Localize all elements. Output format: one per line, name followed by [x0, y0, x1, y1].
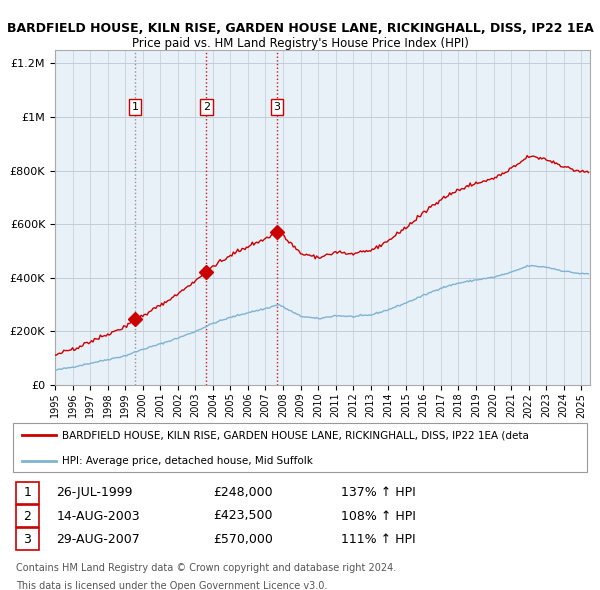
FancyBboxPatch shape: [16, 505, 39, 527]
FancyBboxPatch shape: [16, 528, 39, 550]
FancyBboxPatch shape: [13, 423, 587, 472]
Text: HPI: Average price, detached house, Mid Suffolk: HPI: Average price, detached house, Mid …: [62, 456, 313, 466]
Text: 108% ↑ HPI: 108% ↑ HPI: [341, 510, 415, 523]
Text: 14-AUG-2003: 14-AUG-2003: [56, 510, 140, 523]
Text: 3: 3: [274, 102, 281, 112]
Text: Price paid vs. HM Land Registry's House Price Index (HPI): Price paid vs. HM Land Registry's House …: [131, 38, 469, 51]
Text: 29-AUG-2007: 29-AUG-2007: [56, 533, 140, 546]
Text: 137% ↑ HPI: 137% ↑ HPI: [341, 487, 415, 500]
Text: Contains HM Land Registry data © Crown copyright and database right 2024.: Contains HM Land Registry data © Crown c…: [16, 563, 396, 573]
FancyBboxPatch shape: [16, 482, 39, 504]
Text: £570,000: £570,000: [213, 533, 273, 546]
Text: 3: 3: [23, 533, 31, 546]
Text: 2: 2: [23, 510, 31, 523]
Text: 2: 2: [203, 102, 210, 112]
Text: £423,500: £423,500: [213, 510, 272, 523]
Text: 111% ↑ HPI: 111% ↑ HPI: [341, 533, 415, 546]
Text: £248,000: £248,000: [213, 487, 272, 500]
Text: BARDFIELD HOUSE, KILN RISE, GARDEN HOUSE LANE, RICKINGHALL, DISS, IP22 1EA (deta: BARDFIELD HOUSE, KILN RISE, GARDEN HOUSE…: [62, 430, 529, 440]
Text: 1: 1: [131, 102, 139, 112]
Text: 1: 1: [23, 487, 31, 500]
Text: BARDFIELD HOUSE, KILN RISE, GARDEN HOUSE LANE, RICKINGHALL, DISS, IP22 1EA: BARDFIELD HOUSE, KILN RISE, GARDEN HOUSE…: [7, 21, 593, 34]
Text: 26-JUL-1999: 26-JUL-1999: [56, 487, 133, 500]
Text: This data is licensed under the Open Government Licence v3.0.: This data is licensed under the Open Gov…: [16, 581, 327, 590]
